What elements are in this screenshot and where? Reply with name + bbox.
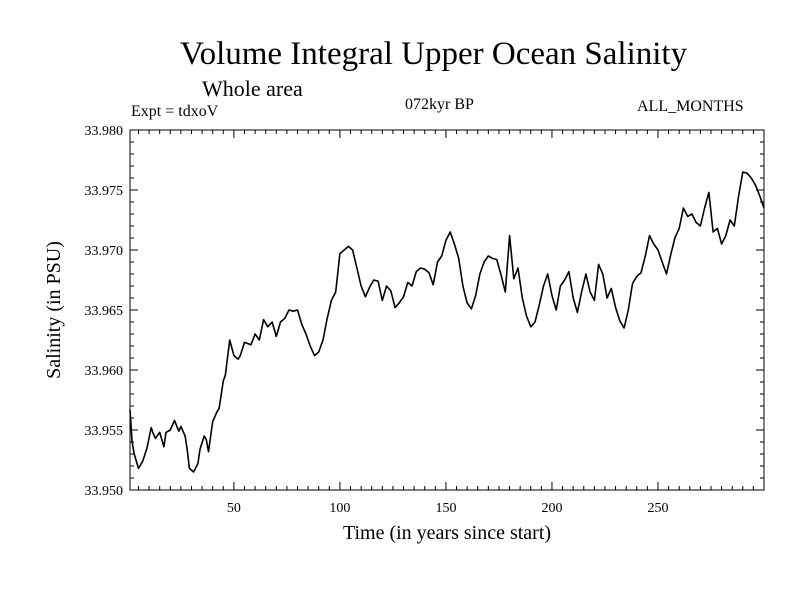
y-tick-label: 33.965	[85, 304, 124, 319]
x-axis-label: Time (in years since start)	[343, 522, 551, 544]
x-tick-label: 150	[435, 501, 456, 516]
x-tick-label: 200	[541, 501, 562, 516]
y-tick-label: 33.970	[85, 244, 124, 259]
axis-ticks	[130, 130, 764, 490]
chart-subtitle: Whole area	[202, 76, 303, 101]
y-tick-label: 33.980	[85, 124, 124, 139]
y-tick-label: 33.975	[85, 184, 124, 199]
y-tick-label: 33.960	[85, 364, 124, 379]
x-tick-label: 250	[647, 501, 668, 516]
y-tick-label: 33.950	[85, 484, 124, 499]
axis-tick-labels: 50 100 150 200 250 33.950 33.955 33.960 33.965 33…	[85, 124, 669, 516]
x-tick-label: 100	[329, 501, 350, 516]
experiment-label: Expt = tdxoV	[131, 103, 219, 120]
months-label: ALL_MONTHS	[637, 98, 744, 115]
y-axis-label: Salinity (in PSU)	[43, 241, 65, 379]
period-label: 072kyr BP	[405, 96, 474, 113]
x-tick-label: 50	[227, 501, 241, 516]
plot-frame	[129, 129, 765, 491]
chart-title: Volume Integral Upper Ocean Salinity	[180, 36, 688, 72]
series-line	[129, 171, 765, 473]
y-tick-label: 33.955	[85, 424, 124, 439]
